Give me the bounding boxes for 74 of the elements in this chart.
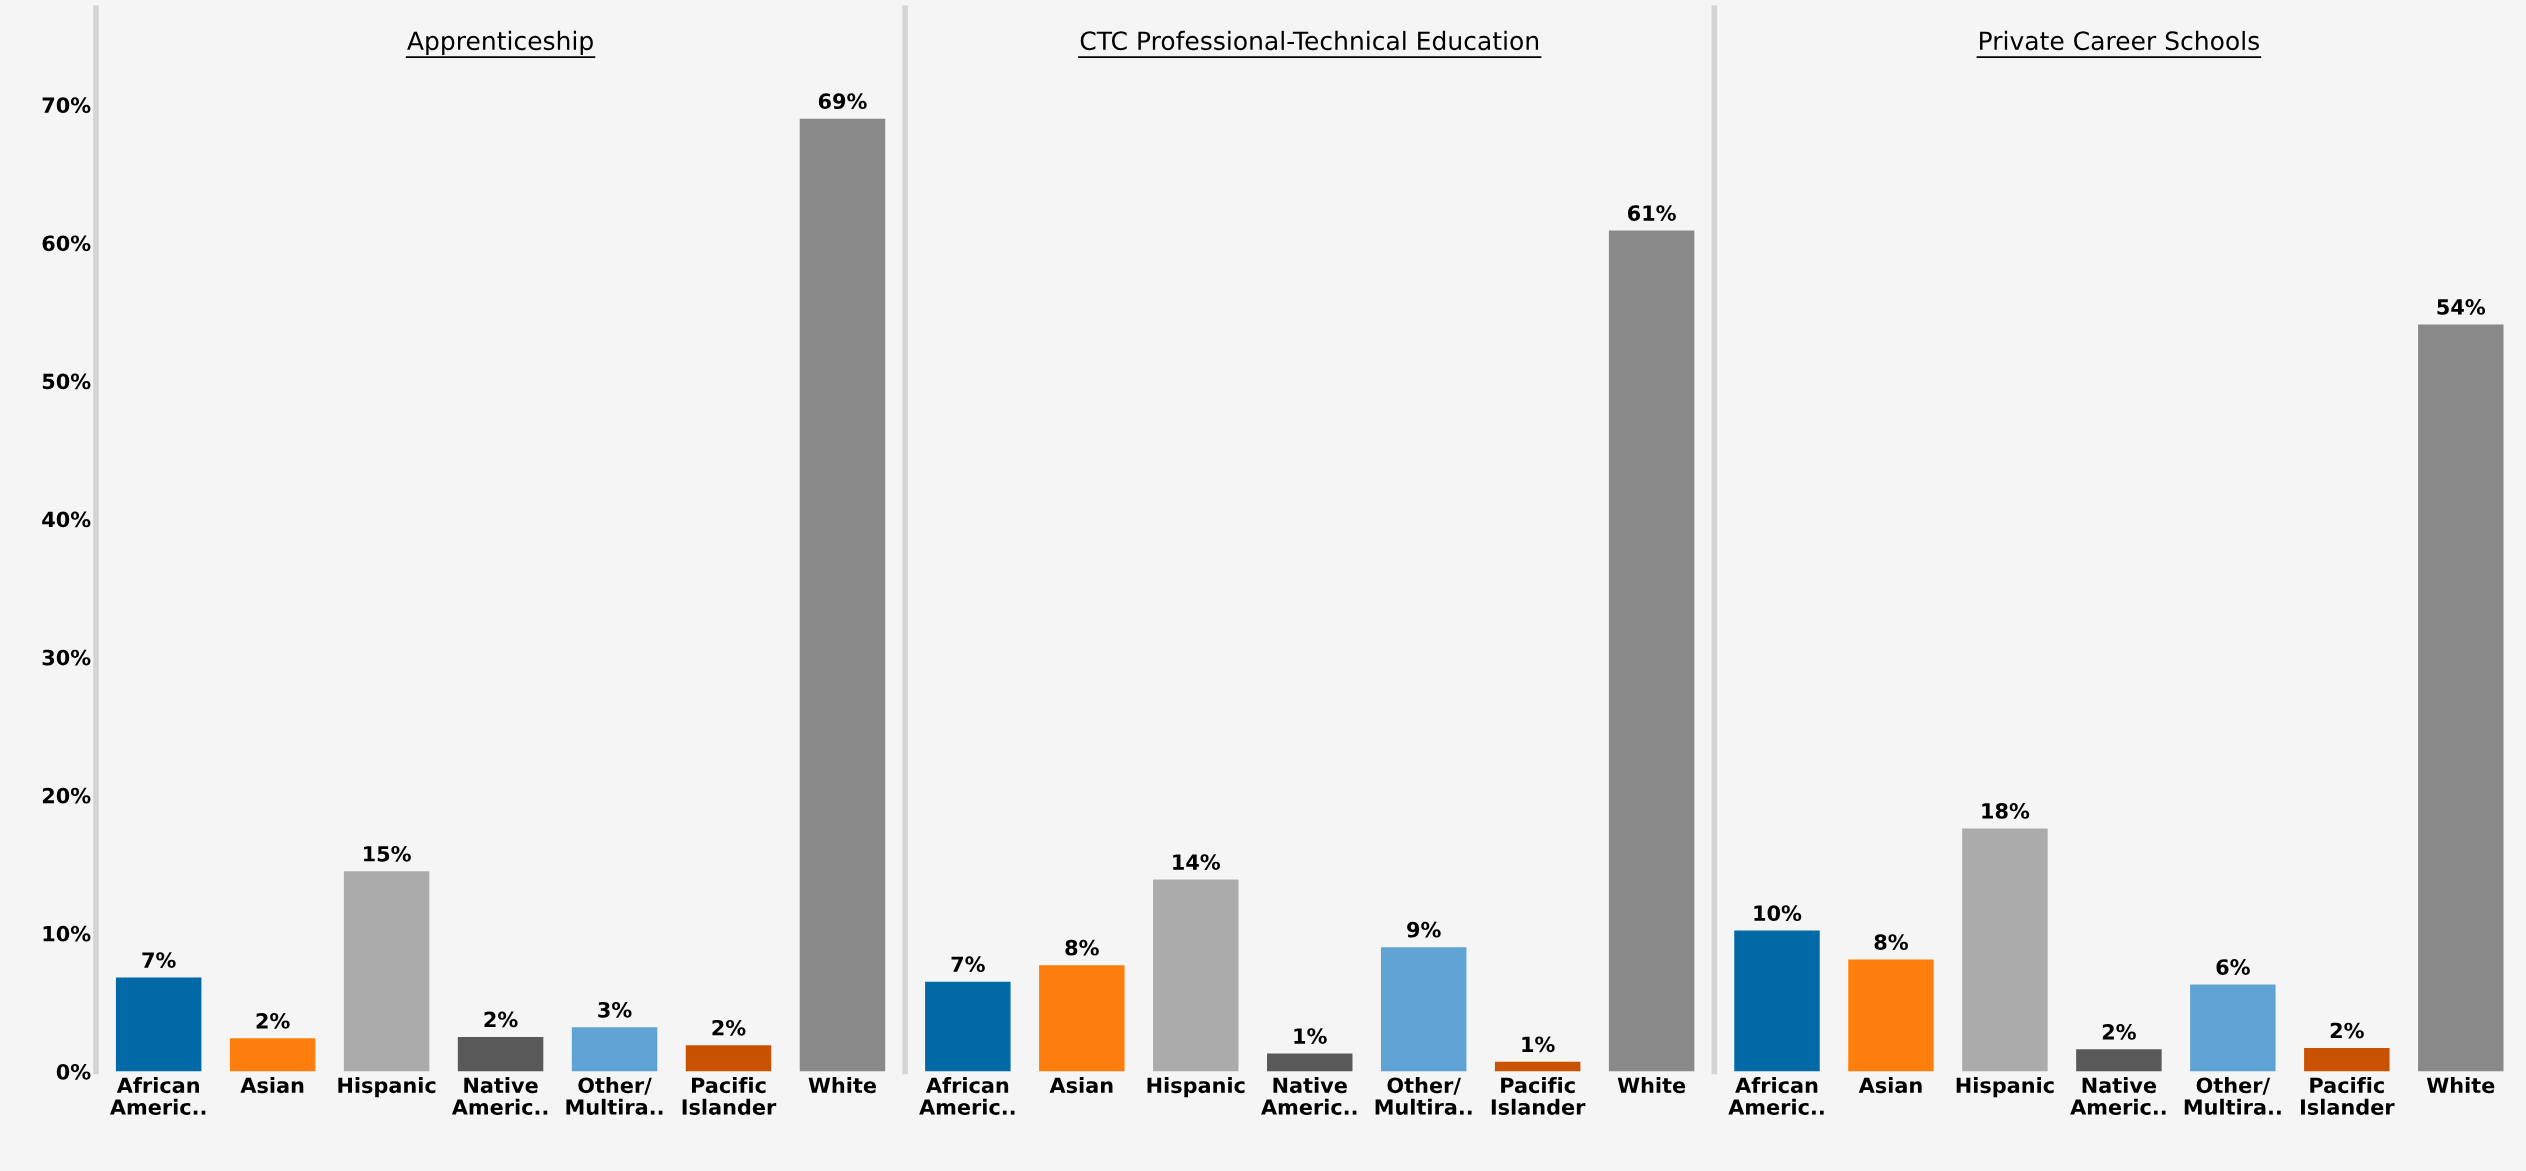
x-tick-label: African Americ.. <box>109 1077 206 1115</box>
x-tick-label: Other/ Multira.. <box>1375 1077 1472 1115</box>
data-label: 8% <box>1065 939 1099 956</box>
data-label: 18% <box>1982 803 2030 819</box>
x-tick-label: Other/ Multira.. <box>566 1077 663 1115</box>
data-label: 6% <box>2216 959 2250 975</box>
x-tick-label: Asian <box>240 1077 304 1094</box>
data-label: 69% <box>818 93 867 110</box>
data-label: 9% <box>1407 921 1441 938</box>
y-tick-label: 10% <box>43 925 91 942</box>
text: CTC Professional-Technical Education <box>1080 30 1539 51</box>
data-label: 2% <box>484 1011 518 1028</box>
bar <box>1494 1061 1581 1072</box>
bar <box>571 1027 658 1072</box>
x-tick-label: Native Americ.. <box>2070 1077 2166 1115</box>
data-label: 1% <box>1522 1036 1555 1053</box>
x-tick-label: Hispanic <box>1956 1077 2054 1098</box>
x-tick-label: Native Americ.. <box>1261 1077 1357 1115</box>
x-tick-label: White <box>2426 1077 2495 1094</box>
data-label: 15% <box>364 845 411 862</box>
bar <box>2418 324 2504 1072</box>
bar <box>1962 828 2048 1072</box>
y-tick-label: 0% <box>56 1063 91 1080</box>
y-tick-label: 40% <box>42 511 91 528</box>
bar <box>2190 984 2276 1072</box>
bar <box>685 1045 772 1072</box>
y-tick-label: 50% <box>42 373 91 390</box>
data-label: 3% <box>598 1001 632 1018</box>
bar <box>2076 1049 2162 1072</box>
x-tick-label: African Americ.. <box>1728 1077 1824 1115</box>
data-label: 2% <box>2330 1022 2364 1039</box>
bar <box>115 977 202 1072</box>
bar <box>1153 879 1239 1072</box>
x-tick-label: Pacific Islander <box>1491 1077 1586 1115</box>
x-tick-label: White <box>1617 1077 1686 1094</box>
text: Apprenticeship <box>407 30 593 56</box>
x-tick-label: Asian <box>1858 1077 1922 1094</box>
bar <box>925 981 1011 1072</box>
data-label: 2% <box>2102 1024 2136 1040</box>
y-tick-label: 70% <box>42 97 91 114</box>
x-tick-label: Other/ Multira.. <box>2184 1077 2281 1115</box>
bar <box>1848 959 1934 1072</box>
x-tick-label: Pacific Islander <box>682 1077 777 1115</box>
bar <box>2304 1047 2390 1072</box>
x-tick-label: Pacific Islander <box>2300 1077 2395 1115</box>
data-label: 7% <box>142 952 176 968</box>
data-label: 54% <box>2437 299 2486 315</box>
data-label: 1% <box>1294 1028 1327 1044</box>
text: Private Career Schools <box>1980 30 2259 51</box>
data-label: 14% <box>1173 854 1221 870</box>
bar <box>457 1036 544 1072</box>
data-label: 8% <box>1874 934 1908 951</box>
x-tick-label: White <box>808 1077 876 1094</box>
bar <box>799 118 886 1072</box>
bar <box>1266 1053 1353 1072</box>
x-tick-label: Hispanic <box>1147 1077 1245 1098</box>
y-tick-label: 30% <box>42 649 91 666</box>
data-label: 7% <box>951 956 985 973</box>
x-tick-label: Hispanic <box>338 1077 436 1098</box>
data-label: 2% <box>256 1012 290 1029</box>
data-label: 61% <box>1627 205 1676 221</box>
bar <box>343 871 430 1072</box>
bar <box>1039 965 1125 1072</box>
y-tick-label: 60% <box>42 235 91 252</box>
bar <box>1734 930 1820 1072</box>
bar <box>1380 947 1467 1072</box>
x-tick-label: African Americ.. <box>919 1077 1015 1115</box>
bar <box>1608 230 1695 1072</box>
x-tick-label: Asian <box>1049 1077 1113 1094</box>
x-tick-label: Native Americ.. <box>451 1077 548 1115</box>
data-label: 2% <box>712 1019 746 1036</box>
bar <box>229 1038 316 1072</box>
data-label: 10% <box>1754 905 1802 922</box>
y-tick-label: 20% <box>42 787 91 804</box>
